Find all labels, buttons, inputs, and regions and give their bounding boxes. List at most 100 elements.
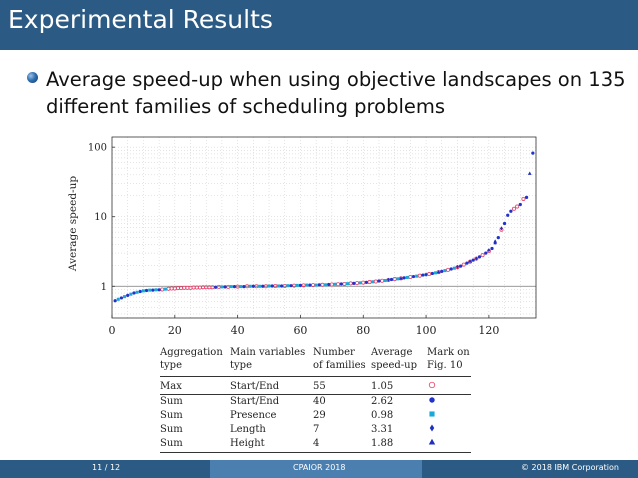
cell-n: 40 bbox=[313, 394, 371, 409]
copyright-text: © 2018 IBM Corporation bbox=[521, 463, 619, 472]
data-point-diamond bbox=[387, 277, 390, 282]
data-point-circle-filled bbox=[421, 273, 425, 277]
data-point-circle-filled bbox=[440, 269, 444, 273]
data-point-circle-filled bbox=[132, 291, 136, 295]
data-point-circle-open bbox=[342, 281, 347, 286]
data-point-circle-filled bbox=[157, 288, 161, 292]
page-number: 11 / 12 bbox=[92, 463, 121, 472]
data-point-diamond bbox=[500, 226, 503, 231]
data-point-circle-open bbox=[480, 253, 485, 258]
cell-avg: 0.98 bbox=[371, 410, 394, 421]
cell-vars: Height bbox=[230, 437, 313, 453]
data-point-square bbox=[295, 283, 299, 287]
legend-marker-circle-filled bbox=[429, 397, 435, 403]
data-point-square bbox=[220, 285, 224, 289]
cell-n: 4 bbox=[313, 437, 371, 453]
data-point-circle-open bbox=[354, 281, 359, 286]
data-point-circle-filled bbox=[298, 283, 303, 288]
data-point-circle-filled bbox=[402, 276, 406, 280]
y-tick-label: 1 bbox=[101, 282, 107, 293]
x-tick-label: 80 bbox=[356, 324, 370, 337]
data-point-circle-filled bbox=[317, 283, 321, 287]
data-point-diamond bbox=[456, 264, 459, 269]
data-point-circle-open bbox=[216, 284, 221, 289]
circle-filled-icon bbox=[429, 397, 435, 403]
data-point-circle-open bbox=[392, 277, 397, 282]
data-point-circle-filled bbox=[430, 271, 434, 276]
data-point-circle-open bbox=[446, 267, 451, 272]
cell-avg: 1.05 bbox=[371, 376, 427, 395]
data-point-circle-filled bbox=[477, 255, 482, 259]
cell-mark bbox=[427, 394, 471, 409]
cell-mark bbox=[427, 423, 471, 437]
cell-avg: 1.88 bbox=[371, 437, 427, 453]
data-point-circle-open bbox=[292, 283, 297, 288]
data-point-circle-filled bbox=[223, 285, 227, 289]
data-point-circle-filled bbox=[389, 277, 394, 282]
cell-vars: Length bbox=[230, 424, 266, 435]
header-main-variables-type: Main variables type bbox=[230, 347, 306, 371]
data-point-circle-open bbox=[373, 279, 378, 284]
cell-avg: 3.31 bbox=[371, 424, 394, 435]
data-point-circle-filled bbox=[251, 284, 255, 288]
footer-center-block bbox=[210, 460, 422, 478]
data-point-circle-filled bbox=[524, 195, 529, 199]
data-point-circle-filled bbox=[531, 151, 535, 155]
data-point-square bbox=[452, 266, 456, 270]
data-point-circle-filled bbox=[509, 209, 513, 213]
cell-mark bbox=[427, 409, 471, 423]
cell-vars: Presence bbox=[230, 410, 277, 421]
x-tick-label: 0 bbox=[109, 324, 116, 337]
data-point-circle-filled bbox=[289, 284, 293, 288]
data-point-circle-filled bbox=[151, 288, 155, 292]
legend-marker-circle-open bbox=[428, 381, 436, 389]
data-point-triangle bbox=[527, 171, 532, 175]
cell-agg: Sum bbox=[160, 437, 230, 453]
square-icon bbox=[429, 411, 435, 417]
data-point-circle-open bbox=[226, 284, 231, 289]
title-bar: Experimental Results bbox=[0, 0, 638, 50]
data-point-circle-filled bbox=[352, 281, 356, 286]
diamond-icon bbox=[429, 424, 435, 432]
plot-frame bbox=[111, 136, 537, 319]
data-point-square bbox=[358, 281, 362, 285]
data-point-square bbox=[123, 295, 127, 299]
data-point-circle-filled bbox=[377, 279, 381, 283]
header-average-speed-up: Average speed-up bbox=[371, 347, 417, 371]
cell-vars: Start/End bbox=[230, 394, 313, 409]
data-point-square bbox=[314, 283, 318, 287]
data-point-circle-filled bbox=[261, 284, 265, 288]
data-point-circle-filled bbox=[308, 283, 312, 287]
data-point-circle-filled bbox=[232, 284, 237, 289]
data-point-square bbox=[383, 279, 387, 283]
cell-agg: Sum bbox=[160, 424, 183, 435]
data-point-circle-filled bbox=[279, 284, 284, 288]
cell-n: 29 bbox=[313, 410, 326, 421]
y-tick-label: 100 bbox=[88, 143, 107, 154]
data-point-square bbox=[276, 284, 280, 288]
data-point-square bbox=[248, 284, 252, 288]
x-tick-label: 60 bbox=[293, 324, 307, 337]
x-tick-label: 100 bbox=[416, 324, 437, 337]
data-point-circle-filled bbox=[449, 267, 453, 271]
data-point-circle-open bbox=[166, 286, 171, 291]
data-points bbox=[113, 151, 535, 303]
table-row: Sum Start/End 40 2.62 bbox=[160, 394, 471, 409]
data-point-triangle bbox=[468, 259, 472, 263]
cell-mark bbox=[427, 437, 471, 453]
data-point-square bbox=[163, 287, 167, 291]
data-point-square bbox=[116, 297, 120, 301]
data-point-circle-open bbox=[336, 282, 341, 287]
x-tick-label: 40 bbox=[231, 324, 245, 337]
data-point-circle-filled bbox=[138, 289, 142, 294]
data-point-diamond bbox=[424, 272, 428, 277]
x-tick-label: 20 bbox=[168, 324, 182, 337]
header-number-of-families: Number of families bbox=[313, 347, 366, 371]
slide-title: Experimental Results bbox=[8, 5, 273, 34]
data-point-circle-open bbox=[417, 273, 422, 278]
table-header: Aggregation type Main variables type Numbe… bbox=[160, 346, 471, 377]
data-point-circle-filled bbox=[119, 296, 124, 300]
data-point-circle-open bbox=[511, 206, 517, 211]
table-row: Sum Length 7 3.31 bbox=[160, 423, 471, 437]
data-point-triangle bbox=[399, 276, 403, 280]
